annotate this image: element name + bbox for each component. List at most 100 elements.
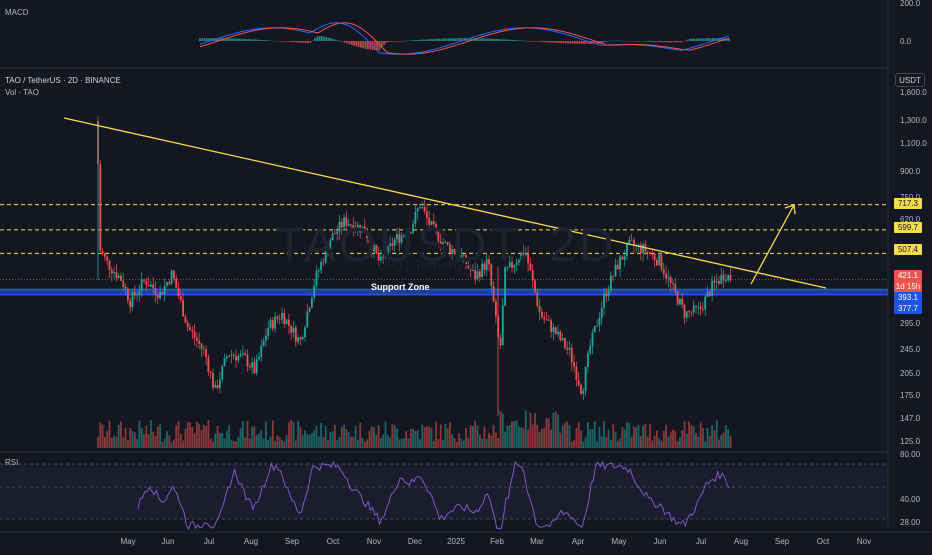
volume-bar (515, 420, 518, 448)
candle-body (368, 238, 371, 244)
volume-bar (559, 432, 562, 448)
candle-body (133, 292, 136, 296)
candle-body (451, 249, 454, 254)
time-label-jul: Jul (203, 537, 215, 546)
volume-bar (253, 426, 256, 448)
macd-histogram-bar (624, 40, 627, 42)
candle-body (191, 329, 194, 332)
watermark: TAOUSDT, 2D (275, 219, 617, 272)
volume-bar (476, 425, 479, 448)
volume-bar (639, 436, 642, 448)
macd-histogram-bar (661, 41, 664, 43)
candle-body (338, 221, 341, 232)
volume-bar (317, 436, 320, 448)
macd-histogram-bar (511, 39, 514, 41)
volume-bar (488, 432, 490, 448)
macd-histogram-bar (247, 39, 250, 41)
volume-bar (695, 432, 697, 448)
volume-bar (665, 425, 667, 448)
volume-bar (357, 439, 359, 448)
macd-histogram-bar (413, 40, 415, 41)
macd-histogram-bar (583, 41, 585, 44)
candle-body (715, 281, 718, 283)
candle-body (527, 253, 529, 264)
volume-bar (451, 434, 454, 448)
candle-body (175, 278, 178, 288)
macd-histogram-bar (718, 38, 721, 41)
volume-bar (442, 439, 444, 448)
macd-tick-0: 0.0 (900, 37, 912, 46)
candle-body (189, 327, 191, 330)
candle-body (122, 280, 125, 287)
currency-button[interactable]: USDT (895, 73, 925, 87)
macd-histogram-bar (348, 41, 351, 45)
volume-bar (554, 411, 557, 448)
volume-bar (304, 430, 306, 448)
watermark-subtitle: TAO / TetherUS (375, 257, 473, 273)
projection-arrow-head (784, 204, 796, 215)
macd-histogram-bar (622, 40, 625, 42)
support-top-badge: 393.1 (894, 292, 922, 303)
volume-bar (467, 437, 470, 448)
candle-body (140, 279, 143, 292)
volume-bar (340, 426, 343, 448)
candle-body (621, 256, 624, 260)
time-label-mar: Mar (530, 537, 544, 546)
volume-bar (386, 435, 389, 448)
volume-bar (331, 431, 334, 448)
macd-histogram-bar (666, 41, 668, 43)
macd-histogram-bar (500, 39, 503, 41)
macd-histogram-bar (307, 41, 309, 44)
macd-histogram-bar (585, 41, 588, 44)
symbol-title[interactable]: TAO / TetherUS · 2D · BINANCE (5, 76, 121, 85)
macd-histogram-bar (668, 41, 671, 43)
volume-bar (403, 438, 405, 448)
volume-bar (306, 434, 309, 448)
candle-body (145, 280, 148, 285)
volume-bar (598, 426, 601, 448)
volume-bar (115, 436, 118, 448)
volume-bar (122, 436, 125, 448)
candle-body (587, 353, 589, 367)
macd-histogram-bar (449, 38, 452, 41)
volume-bar (271, 420, 274, 448)
volume-bar (667, 436, 670, 448)
rsi-pane-title[interactable]: RSI (5, 458, 19, 467)
volume-bar (104, 436, 106, 448)
volume-bar (610, 440, 612, 448)
volume-bar (708, 436, 711, 448)
price-tick-1300: 1,300.0 (900, 116, 927, 125)
volume-bar (283, 441, 286, 448)
descending-trendline (63, 117, 827, 289)
candle-body (692, 305, 695, 313)
volume-bar (338, 436, 341, 448)
candle-body (501, 305, 504, 346)
candle-body (511, 262, 513, 268)
volume-bar (658, 438, 661, 448)
volume-bar (557, 414, 559, 448)
volume-bar (373, 427, 375, 448)
candle-body (230, 354, 233, 356)
candle-body (672, 282, 674, 284)
volume-bar (193, 432, 196, 448)
candle-body (304, 327, 306, 338)
volume-bar (354, 426, 357, 448)
volume-bar (715, 420, 718, 448)
candle-body (660, 254, 663, 270)
volume-bar (591, 429, 594, 448)
volume-pane-title[interactable]: Vol · TAO (5, 88, 39, 97)
candle-body (361, 226, 364, 233)
volume-bar (267, 440, 270, 448)
macd-histogram-bar (684, 40, 687, 42)
projection-arrow-line (750, 204, 795, 285)
volume-bar (421, 424, 424, 448)
volume-bar (308, 434, 311, 448)
volume-bar (490, 435, 493, 448)
volume-bar (619, 438, 621, 448)
candle-body (334, 233, 336, 235)
candle-body (499, 337, 502, 346)
candle-body (598, 318, 601, 326)
candle-body (649, 251, 651, 254)
